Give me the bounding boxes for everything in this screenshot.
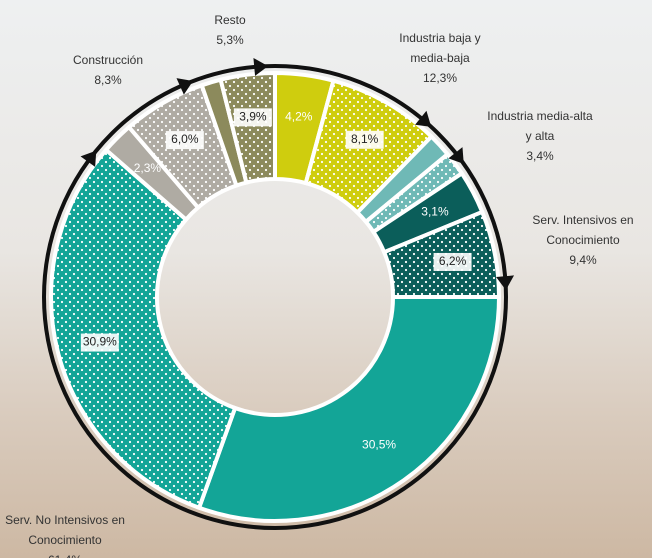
segment [51, 150, 235, 508]
segment-label: 6,2% [439, 254, 467, 268]
group-value: 5,3% [200, 30, 260, 50]
segment-label: 3,1% [421, 204, 449, 218]
segment-label: 30,5% [362, 437, 396, 451]
segment [199, 297, 499, 521]
group-value: 9,4% [518, 250, 648, 270]
chart: 4,2%8,1%3,1%6,2%30,5%30,9%2,3%6,0%3,9% I… [0, 0, 652, 558]
segment-label: 4,2% [285, 110, 313, 124]
segment-label: 6,0% [171, 132, 199, 146]
group-name: Serv. Intensivos en Conocimiento [518, 210, 648, 250]
group-label: Serv. No Intensivos en Conocimiento61,4% [0, 510, 135, 558]
segment-label: 3,9% [239, 110, 267, 124]
group-value: 3,4% [485, 146, 595, 166]
group-name: Construcción [53, 50, 163, 70]
group-name: Industria media-alta y alta [485, 106, 595, 146]
group-value: 61,4% [0, 550, 135, 558]
group-name: Serv. No Intensivos en Conocimiento [0, 510, 135, 550]
group-value: 12,3% [385, 68, 495, 88]
group-name: Resto [200, 10, 260, 30]
ring-arrow [81, 151, 97, 167]
segment-label: 8,1% [351, 132, 379, 146]
group-value: 8,3% [53, 70, 163, 90]
group-name: Industria baja y media-baja [385, 28, 495, 68]
segment-label: 30,9% [83, 335, 117, 349]
